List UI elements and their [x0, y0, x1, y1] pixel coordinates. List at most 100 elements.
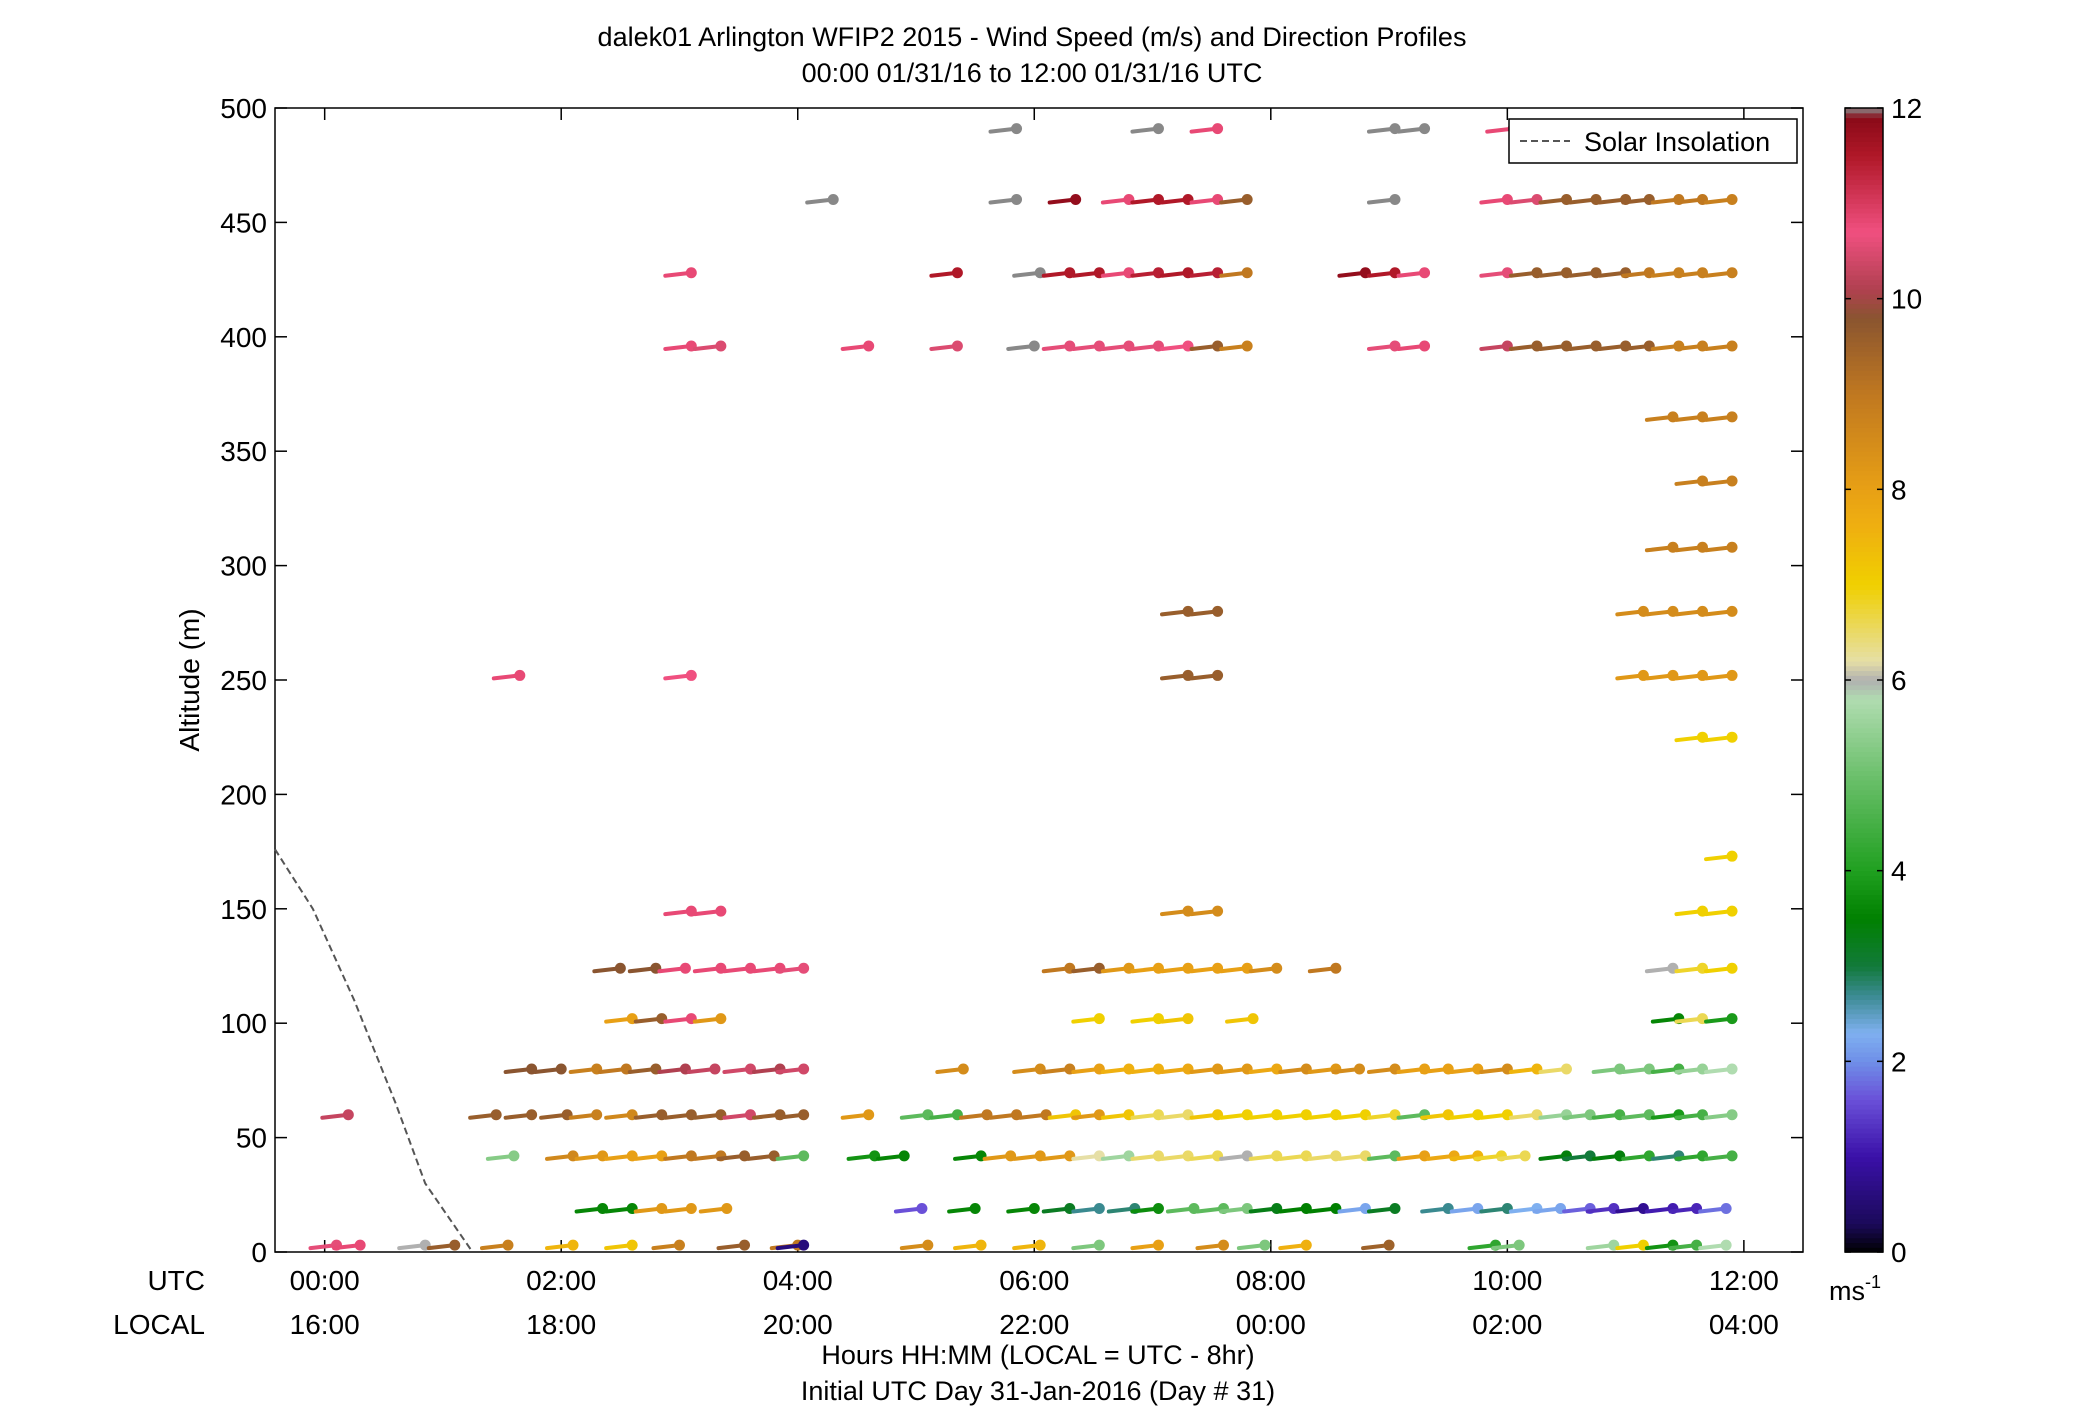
wind-barb	[320, 1109, 354, 1121]
colorbar-band	[1845, 999, 1883, 1005]
colorbar-tick-label: 8	[1891, 474, 1907, 505]
colorbar-band	[1845, 222, 1883, 228]
x-tick-label-utc: 08:00	[1236, 1265, 1306, 1296]
colorbar-band	[1845, 308, 1883, 314]
colorbar-band	[1845, 131, 1883, 138]
wind-barb	[1006, 340, 1040, 352]
colorbar-band	[1845, 880, 1883, 886]
wind-barb	[1071, 1239, 1105, 1251]
colorbar-band	[1845, 108, 1883, 114]
colorbar-band	[1845, 1047, 1883, 1053]
wind-barb-dot	[1212, 605, 1224, 617]
colorbar-band	[1845, 1070, 1883, 1077]
colorbar-band	[1845, 665, 1883, 672]
wind-barb-dot	[1241, 194, 1253, 206]
row-label-local: LOCAL	[113, 1309, 205, 1340]
colorbar-band	[1845, 484, 1883, 490]
wind-barb-dot	[715, 905, 727, 917]
wind-barb-dot	[1726, 1013, 1738, 1025]
colorbar-band	[1845, 770, 1883, 776]
colorbar-band	[1845, 1085, 1883, 1091]
wind-barb	[1361, 1239, 1395, 1251]
colorbar-band	[1845, 231, 1883, 238]
wind-barb	[840, 1109, 875, 1121]
colorbar-band	[1845, 141, 1883, 147]
colorbar-band	[1845, 179, 1883, 185]
colorbar-band	[1845, 541, 1883, 548]
wind-barb-dot	[1300, 1239, 1312, 1251]
colorbar-band	[1845, 803, 1883, 810]
colorbar-band	[1845, 904, 1883, 910]
colorbar-band	[1845, 1061, 1883, 1067]
wind-barb	[491, 669, 526, 681]
wind-barb-dot	[508, 1150, 520, 1162]
colorbar-band	[1845, 970, 1883, 977]
wind-barb	[1366, 1203, 1401, 1215]
colorbar-band	[1845, 127, 1883, 133]
colorbar-band	[1845, 718, 1883, 724]
colorbar-tick-label: 10	[1891, 284, 1922, 315]
colorbar-band	[1845, 703, 1883, 710]
colorbar-band	[1845, 379, 1883, 386]
colorbar-band	[1845, 1232, 1883, 1239]
colorbar-band	[1845, 889, 1883, 896]
colorbar-band	[1845, 475, 1883, 481]
wind-barb-dot	[1241, 267, 1253, 279]
colorbar-band	[1845, 899, 1883, 905]
colorbar-band	[1845, 1151, 1883, 1158]
colorbar-band	[1845, 784, 1883, 791]
wind-barb	[1248, 962, 1283, 974]
colorbar-band	[1845, 341, 1883, 347]
colorbar-band	[1845, 246, 1883, 252]
colorbar-band	[1845, 942, 1883, 948]
wind-barb-dot	[1028, 1203, 1040, 1215]
wind-barb	[1704, 850, 1738, 862]
colorbar-band	[1845, 741, 1883, 748]
colorbar-band	[1845, 1223, 1883, 1229]
wind-barb-dot	[1152, 123, 1164, 135]
wind-barb-dot	[1093, 1239, 1105, 1251]
colorbar-band	[1845, 422, 1883, 428]
wind-barb-dot	[1726, 1063, 1738, 1075]
wind-barb	[929, 267, 963, 279]
wind-barb	[1130, 123, 1164, 135]
colorbar-band	[1845, 494, 1883, 500]
colorbar-band	[1845, 727, 1883, 734]
wind-barb	[592, 962, 626, 974]
colorbar-band	[1845, 498, 1883, 505]
wind-barb-dot	[1093, 1203, 1105, 1215]
wind-barb-dot	[1726, 669, 1738, 681]
colorbar-band	[1845, 212, 1883, 219]
colorbar-band	[1845, 908, 1883, 915]
wind-barb	[1704, 541, 1738, 553]
wind-barb	[1698, 1239, 1732, 1251]
colorbar-band	[1845, 956, 1883, 962]
wind-barb	[1189, 605, 1224, 617]
colorbar-band	[1845, 918, 1883, 924]
wind-barb-dot	[1389, 194, 1401, 206]
wind-barb-dot	[591, 1109, 603, 1121]
colorbar-band	[1845, 1175, 1883, 1182]
y-tick-label: 150	[220, 894, 267, 925]
colorbar-band	[1845, 365, 1883, 371]
y-tick-label: 0	[251, 1237, 267, 1268]
x-tick-label-utc: 10:00	[1472, 1265, 1542, 1296]
colorbar-band	[1845, 713, 1883, 719]
colorbar-band	[1845, 489, 1883, 495]
colorbar-band	[1845, 1132, 1883, 1139]
colorbar-band	[1845, 637, 1883, 643]
colorbar-band	[1845, 913, 1883, 919]
wind-barb-dot	[1330, 962, 1342, 974]
wind-barb-dot	[685, 267, 697, 279]
y-tick-label: 450	[220, 207, 267, 238]
axis-ticks: 0 50 100 150 200 250 300 350 400 450 500 00:00 16:00…	[220, 93, 1803, 1340]
colorbar-band	[1845, 560, 1883, 567]
y-tick-label: 100	[220, 1008, 267, 1039]
colorbar-band	[1845, 1194, 1883, 1201]
colorbar-band	[1845, 894, 1883, 900]
colorbar-band	[1845, 451, 1883, 457]
colorbar-band	[1845, 327, 1883, 333]
y-tick-label: 300	[220, 551, 267, 582]
y-tick-label: 500	[220, 93, 267, 124]
colorbar-band	[1845, 1204, 1883, 1210]
